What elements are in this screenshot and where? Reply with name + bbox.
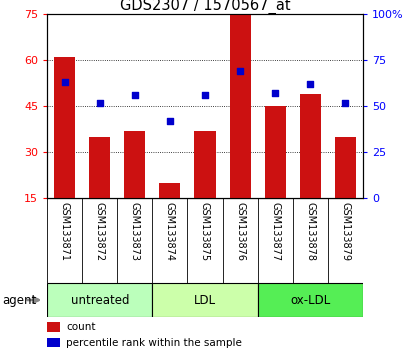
Point (341, 100, 348, 105)
Text: GSM133879: GSM133879 (339, 202, 349, 262)
Bar (257, 283, 362, 317)
Text: GSM133871: GSM133871 (60, 202, 70, 262)
Point (271, 91, 278, 96)
Text: count: count (66, 322, 95, 332)
Text: GSM133875: GSM133875 (200, 202, 209, 262)
Title: GDS2307 / 1570567_at: GDS2307 / 1570567_at (119, 0, 290, 14)
Bar (299, 94, 320, 198)
Bar (229, 14, 250, 198)
Bar (89, 137, 110, 198)
Text: GSM133877: GSM133877 (270, 202, 279, 262)
Bar (159, 183, 180, 198)
Point (201, 92, 208, 98)
Text: untreated: untreated (70, 293, 129, 307)
Text: agent: agent (2, 293, 36, 307)
Text: percentile rank within the sample: percentile rank within the sample (66, 338, 241, 348)
Point (166, 118, 173, 124)
Text: LDL: LDL (193, 293, 216, 307)
Bar (124, 131, 145, 198)
Point (236, 68, 243, 74)
Bar (47, 322, 60, 332)
Bar (54, 57, 75, 198)
Bar (152, 283, 257, 317)
Text: GSM133876: GSM133876 (234, 202, 245, 262)
Bar (194, 131, 215, 198)
Point (306, 81, 313, 87)
Bar (264, 106, 285, 198)
Text: GSM133873: GSM133873 (130, 202, 139, 262)
Text: GSM133872: GSM133872 (94, 202, 105, 262)
Bar (47, 283, 152, 317)
Bar (47, 338, 60, 347)
Text: GSM133878: GSM133878 (304, 202, 315, 262)
Point (131, 92, 138, 98)
Text: ox-LDL: ox-LDL (290, 293, 330, 307)
Point (61, 79, 68, 85)
Bar (334, 137, 355, 198)
Point (96, 100, 103, 105)
Text: GSM133874: GSM133874 (164, 202, 175, 262)
